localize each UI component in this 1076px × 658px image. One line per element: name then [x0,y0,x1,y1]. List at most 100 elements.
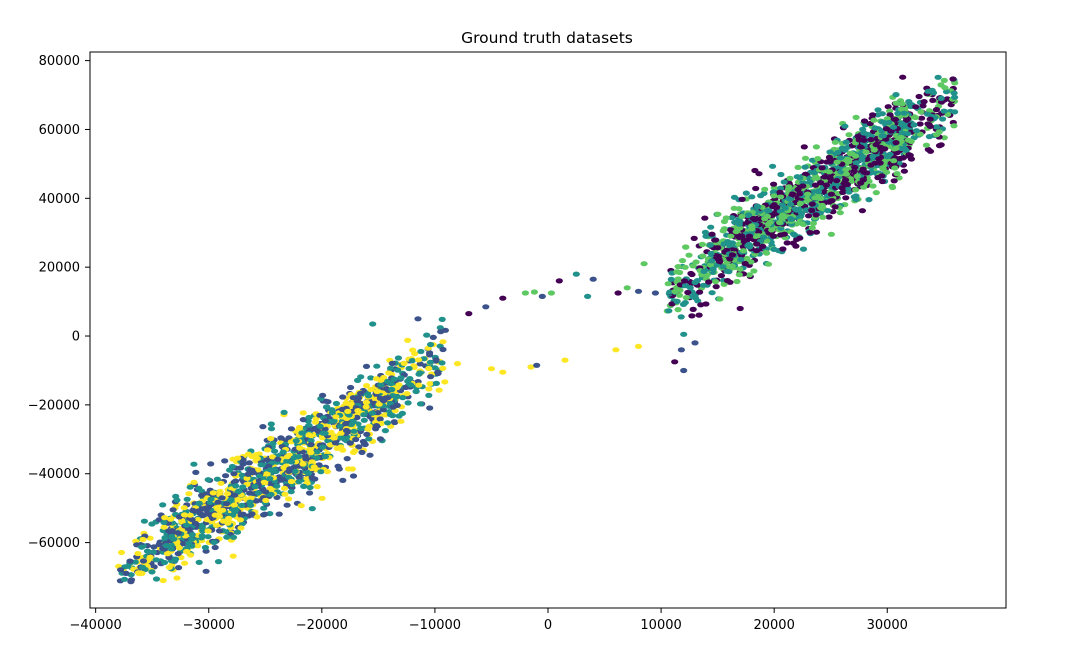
data-point [227,496,235,503]
data-point [707,250,715,257]
data-point [768,227,776,233]
data-point [185,491,193,497]
data-point [897,134,905,140]
data-point [799,179,807,185]
data-point [797,210,806,217]
data-point [890,124,898,130]
data-point [376,436,384,442]
data-point [357,374,365,380]
data-point [161,535,169,541]
data-point [827,231,836,237]
data-point [149,549,157,555]
data-point [894,110,902,116]
data-point [376,416,384,422]
data-point [202,568,210,574]
data-point [934,74,942,80]
data-point [796,191,804,197]
data-point [355,395,363,401]
data-point [748,226,756,232]
data-point [860,118,869,124]
data-point [407,382,415,388]
data-point [347,421,355,427]
data-point [372,376,381,382]
data-point [708,231,716,237]
data-point [749,215,758,222]
data-point [728,252,737,258]
data-point [404,400,412,406]
data-point [386,412,394,418]
data-point [260,505,268,511]
data-point [365,393,373,399]
data-point [363,431,371,437]
data-point [354,408,362,414]
data-point [416,361,424,367]
data-point [192,469,200,475]
data-point [352,436,360,443]
data-point [883,169,891,175]
data-point [270,467,279,473]
data-point [736,266,744,272]
data-point [232,483,240,489]
data-point [375,401,383,407]
data-point [204,528,212,534]
data-point [168,533,176,539]
data-point [322,404,331,410]
data-point [745,272,754,278]
data-point [700,268,708,274]
data-point [900,110,908,116]
data-point [671,359,679,365]
data-point [273,483,281,489]
data-point [432,380,440,386]
data-point [719,264,727,270]
data-point [164,551,172,557]
data-point [297,503,305,509]
data-point [859,166,867,172]
data-point [362,399,370,405]
data-point [239,484,247,490]
data-point [313,449,321,455]
data-point [365,436,373,442]
data-point [667,276,675,282]
data-point [285,496,293,502]
data-point [929,97,937,103]
data-point [186,512,194,518]
data-point [935,143,944,149]
y-tick-label: 20000 [39,261,80,276]
data-point [283,454,291,460]
data-point [871,125,879,131]
data-point [351,448,359,454]
data-point [279,449,287,455]
data-point [223,534,231,540]
data-point [313,484,321,490]
data-point [126,558,134,564]
data-point [400,360,408,366]
data-point [308,506,316,512]
data-point [160,519,168,526]
data-point [805,213,813,219]
data-point [857,180,865,186]
data-point [780,179,788,185]
data-point [277,435,285,441]
data-point [237,512,245,518]
data-point [827,191,836,197]
data-point [377,382,385,388]
data-point [274,456,282,462]
data-point [757,193,765,199]
data-point [727,227,735,233]
data-point [201,544,209,551]
data-point [714,211,722,217]
data-point [349,395,357,401]
data-point [427,374,435,380]
x-tick-label: 20000 [753,618,794,633]
data-point [735,206,743,212]
data-point [228,463,236,470]
data-point [790,231,798,237]
data-point [234,455,242,461]
data-point [221,458,229,464]
data-point [281,491,289,497]
data-point [167,516,175,522]
data-point [453,361,462,367]
data-point [283,502,291,508]
data-point [152,576,161,582]
data-point [808,207,816,213]
